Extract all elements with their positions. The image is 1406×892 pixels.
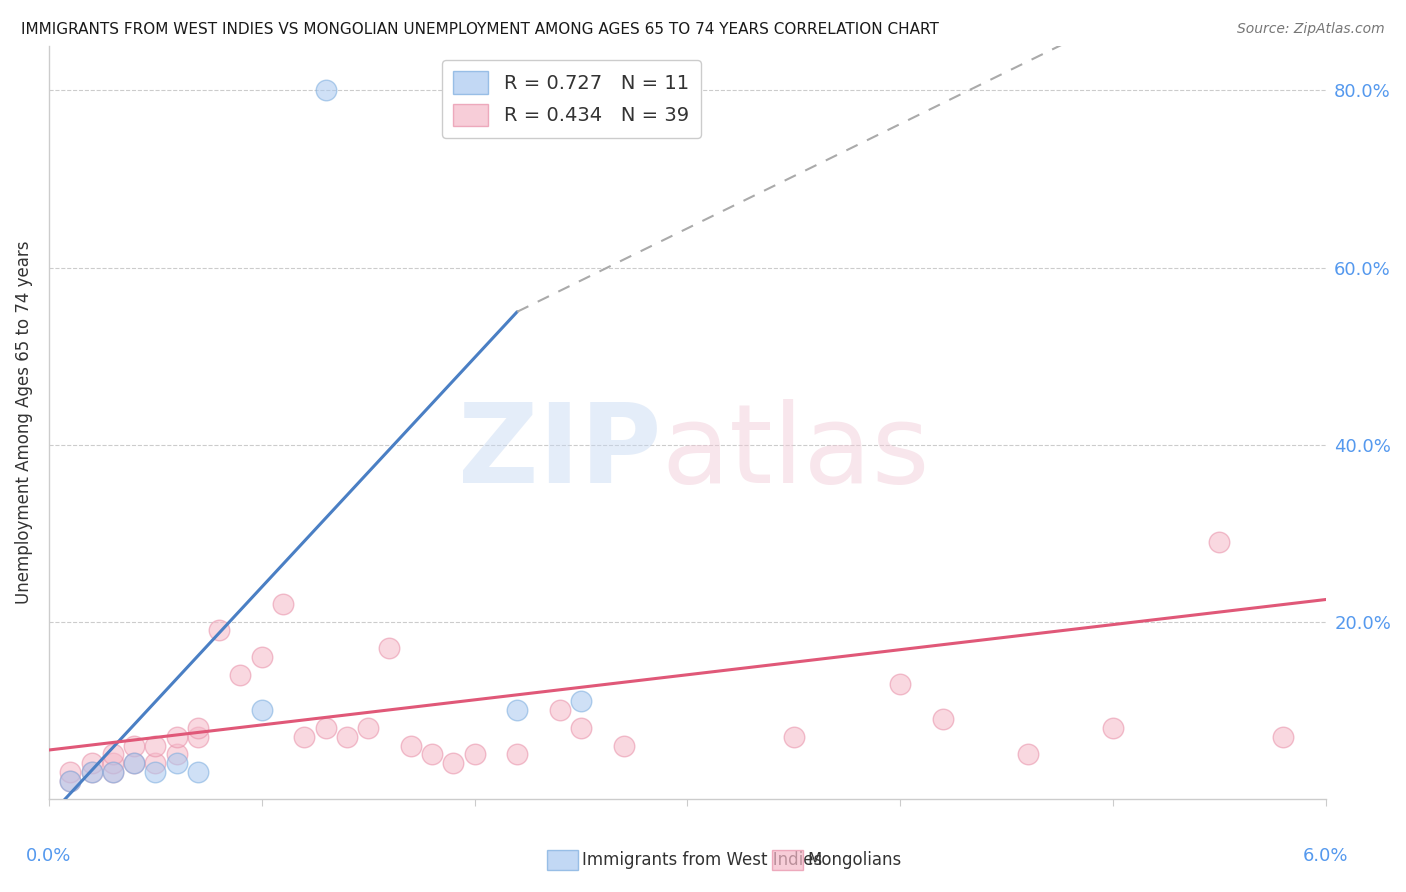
Point — [250, 650, 273, 665]
Point — [271, 597, 294, 611]
Point — [101, 747, 124, 762]
Point — [59, 774, 82, 789]
Point — [506, 747, 529, 762]
Point — [464, 747, 486, 762]
Point — [59, 774, 82, 789]
Point — [420, 747, 443, 762]
Point — [101, 756, 124, 771]
Point — [187, 730, 209, 744]
Point — [336, 730, 359, 744]
Point — [932, 712, 955, 726]
Point — [378, 641, 401, 656]
Text: 0.0%: 0.0% — [27, 847, 72, 865]
Point — [80, 765, 103, 780]
Point — [1208, 535, 1230, 549]
Point — [166, 730, 188, 744]
Point — [80, 756, 103, 771]
Point — [166, 747, 188, 762]
Point — [80, 765, 103, 780]
Point — [889, 676, 911, 690]
Point — [187, 765, 209, 780]
Text: 6.0%: 6.0% — [1303, 847, 1348, 865]
Point — [357, 721, 380, 735]
Point — [166, 756, 188, 771]
Text: atlas: atlas — [662, 399, 931, 506]
Point — [208, 624, 231, 638]
Point — [187, 721, 209, 735]
Point — [122, 756, 145, 771]
Point — [122, 739, 145, 753]
Point — [145, 765, 167, 780]
Point — [612, 739, 634, 753]
Point — [783, 730, 806, 744]
Point — [1017, 747, 1039, 762]
Point — [101, 765, 124, 780]
Point — [569, 721, 592, 735]
Text: Immigrants from West Indies: Immigrants from West Indies — [582, 851, 823, 869]
Point — [122, 756, 145, 771]
Y-axis label: Unemployment Among Ages 65 to 74 years: Unemployment Among Ages 65 to 74 years — [15, 241, 32, 604]
Text: IMMIGRANTS FROM WEST INDIES VS MONGOLIAN UNEMPLOYMENT AMONG AGES 65 TO 74 YEARS : IMMIGRANTS FROM WEST INDIES VS MONGOLIAN… — [21, 22, 939, 37]
Point — [441, 756, 464, 771]
Point — [1102, 721, 1125, 735]
Point — [569, 694, 592, 708]
Point — [229, 667, 252, 681]
Legend: R = 0.727   N = 11, R = 0.434   N = 39: R = 0.727 N = 11, R = 0.434 N = 39 — [441, 60, 700, 137]
Point — [59, 765, 82, 780]
Text: ZIP: ZIP — [458, 399, 662, 506]
Point — [315, 721, 337, 735]
Point — [292, 730, 315, 744]
Point — [1272, 730, 1295, 744]
Point — [145, 739, 167, 753]
Point — [399, 739, 422, 753]
Point — [315, 83, 337, 97]
Point — [101, 765, 124, 780]
Text: Source: ZipAtlas.com: Source: ZipAtlas.com — [1237, 22, 1385, 37]
Point — [548, 703, 571, 717]
Point — [506, 703, 529, 717]
Text: Mongolians: Mongolians — [807, 851, 901, 869]
Point — [145, 756, 167, 771]
Point — [250, 703, 273, 717]
